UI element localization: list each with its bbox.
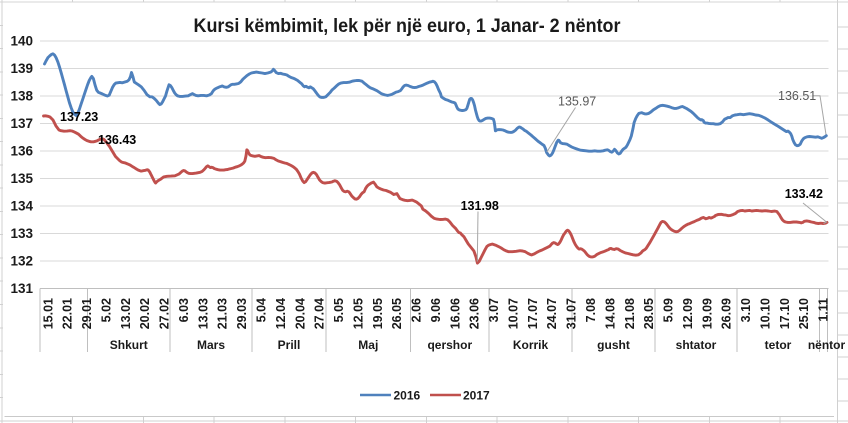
svg-text:6.03: 6.03 xyxy=(177,298,191,322)
svg-text:24.07: 24.07 xyxy=(545,298,559,329)
svg-text:Maj: Maj xyxy=(358,338,378,352)
svg-text:134: 134 xyxy=(10,199,33,214)
svg-text:2.06: 2.06 xyxy=(410,298,424,322)
svg-text:Mars: Mars xyxy=(197,338,225,352)
svg-text:17.07: 17.07 xyxy=(526,298,540,329)
svg-text:5.09: 5.09 xyxy=(662,298,676,322)
svg-text:qershor: qershor xyxy=(427,338,472,352)
svg-text:12.04: 12.04 xyxy=(274,298,288,329)
svg-text:2017: 2017 xyxy=(463,388,490,402)
svg-text:5.05: 5.05 xyxy=(332,298,346,322)
svg-text:3.10: 3.10 xyxy=(739,298,753,322)
svg-text:nëntor: nëntor xyxy=(808,338,846,352)
svg-text:28.05: 28.05 xyxy=(642,298,656,329)
svg-text:23.06: 23.06 xyxy=(468,298,482,329)
svg-text:2016: 2016 xyxy=(394,388,421,402)
svg-text:140: 140 xyxy=(10,34,33,49)
svg-text:13.03: 13.03 xyxy=(196,298,210,329)
svg-text:Shkurt: Shkurt xyxy=(110,338,148,352)
svg-text:29.01: 29.01 xyxy=(80,298,94,329)
svg-text:131: 131 xyxy=(10,281,33,296)
svg-text:20.02: 20.02 xyxy=(138,298,152,329)
svg-text:10.10: 10.10 xyxy=(759,298,773,329)
svg-text:131.98: 131.98 xyxy=(461,199,499,213)
svg-text:Kursi këmbimit, lek për një eu: Kursi këmbimit, lek për një euro, 1 Jana… xyxy=(194,16,622,37)
svg-text:Korrik: Korrik xyxy=(513,338,549,352)
svg-text:22.01: 22.01 xyxy=(61,298,75,329)
svg-text:19.05: 19.05 xyxy=(371,298,385,329)
svg-text:16.06: 16.06 xyxy=(448,298,462,329)
svg-text:26.09: 26.09 xyxy=(720,298,734,329)
svg-text:31.07: 31.07 xyxy=(565,298,579,329)
svg-text:29.03: 29.03 xyxy=(235,298,249,329)
svg-text:13.02: 13.02 xyxy=(119,298,133,329)
svg-text:135.97: 135.97 xyxy=(558,94,596,108)
svg-text:137.23: 137.23 xyxy=(60,110,98,124)
svg-text:gusht: gusht xyxy=(597,338,630,352)
svg-text:20.04: 20.04 xyxy=(293,298,307,329)
svg-text:3.07: 3.07 xyxy=(487,298,501,322)
svg-text:133.42: 133.42 xyxy=(785,187,823,201)
svg-text:5.02: 5.02 xyxy=(99,298,113,322)
svg-text:tetor: tetor xyxy=(765,338,792,352)
svg-text:26.05: 26.05 xyxy=(390,298,404,329)
svg-text:136: 136 xyxy=(10,144,33,159)
svg-text:12.09: 12.09 xyxy=(681,298,695,329)
svg-text:5.04: 5.04 xyxy=(255,298,269,322)
svg-text:1.11: 1.11 xyxy=(817,298,831,322)
svg-text:17.10: 17.10 xyxy=(778,298,792,329)
svg-text:9.06: 9.06 xyxy=(429,298,443,322)
svg-text:136.51: 136.51 xyxy=(778,89,816,103)
svg-text:138: 138 xyxy=(10,89,33,104)
svg-text:135: 135 xyxy=(10,171,33,186)
svg-text:15.01: 15.01 xyxy=(41,298,55,329)
svg-text:137: 137 xyxy=(10,116,33,131)
svg-text:21.03: 21.03 xyxy=(216,298,230,329)
svg-text:27.04: 27.04 xyxy=(313,298,327,329)
svg-text:shtator: shtator xyxy=(676,338,717,352)
svg-text:14.08: 14.08 xyxy=(603,298,617,329)
svg-text:136.43: 136.43 xyxy=(98,133,136,147)
svg-text:Prill: Prill xyxy=(278,338,301,352)
svg-text:133: 133 xyxy=(10,226,33,241)
svg-text:10.07: 10.07 xyxy=(507,298,521,329)
svg-text:19.09: 19.09 xyxy=(700,298,714,329)
svg-text:12.05: 12.05 xyxy=(351,298,365,329)
svg-text:139: 139 xyxy=(10,61,33,76)
svg-text:132: 132 xyxy=(10,254,33,269)
svg-text:27.02: 27.02 xyxy=(158,298,172,329)
svg-text:7.08: 7.08 xyxy=(584,298,598,322)
svg-text:21.08: 21.08 xyxy=(623,298,637,329)
svg-text:25.10: 25.10 xyxy=(797,298,811,329)
